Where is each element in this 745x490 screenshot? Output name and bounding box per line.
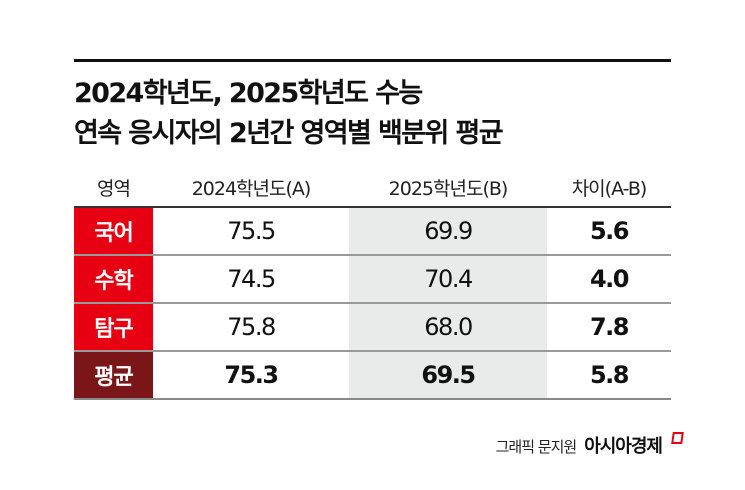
value-2025: 69.5 — [349, 352, 547, 398]
value-diff: 5.8 — [589, 361, 630, 389]
table-header: 영역 2024학년도(A) 2025학년도(B) 차이(A-B) — [74, 168, 671, 208]
subject-label-inquiry: 탐구 — [74, 304, 153, 350]
subject-label-korean: 국어 — [74, 208, 153, 254]
table-row-korean: 국어 75.5 69.9 5.6 — [74, 208, 671, 256]
value-2024: 75.3 — [224, 361, 279, 389]
value-2024: 75.5 — [227, 217, 276, 245]
graphic-credit: 그래픽 문지원 — [495, 438, 578, 456]
chart-title: 2024학년도, 2025학년도 수능 연속 응시자의 2년간 영역별 백분위 … — [74, 74, 694, 154]
header-diff: 차이(A-B) — [571, 177, 648, 200]
value-diff: 4.0 — [589, 265, 630, 293]
title-line-2: 연속 응시자의 2년간 영역별 백분위 평균 — [74, 118, 504, 149]
top-rule — [74, 59, 671, 62]
credit-line: 그래픽 문지원 아시아경제 — [495, 432, 684, 458]
value-2024: 74.5 — [227, 265, 276, 293]
table-row-math: 수학 74.5 70.4 4.0 — [74, 256, 671, 304]
value-diff: 5.6 — [589, 217, 630, 245]
subject-label-math: 수학 — [74, 256, 153, 302]
subject-label-average: 평균 — [74, 352, 153, 398]
score-table: 영역 2024학년도(A) 2025학년도(B) 차이(A-B) 국어 75.5… — [74, 168, 671, 400]
header-subject: 영역 — [97, 177, 131, 200]
table-row-average: 평균 75.3 69.5 5.8 — [74, 352, 671, 400]
value-2024: 75.8 — [227, 313, 276, 341]
table-row-inquiry: 탐구 75.8 68.0 7.8 — [74, 304, 671, 352]
value-2025: 69.9 — [349, 208, 547, 254]
title-line-1: 2024학년도, 2025학년도 수능 — [74, 78, 423, 109]
value-2025: 68.0 — [349, 304, 547, 350]
value-2025: 70.4 — [349, 256, 547, 302]
value-diff: 7.8 — [589, 313, 630, 341]
brand-logo-text: 아시아경제 — [584, 436, 663, 457]
header-2025: 2025학년도(B) — [388, 177, 509, 200]
header-2024: 2024학년도(A) — [191, 177, 312, 200]
brand-mark-icon — [671, 432, 684, 444]
